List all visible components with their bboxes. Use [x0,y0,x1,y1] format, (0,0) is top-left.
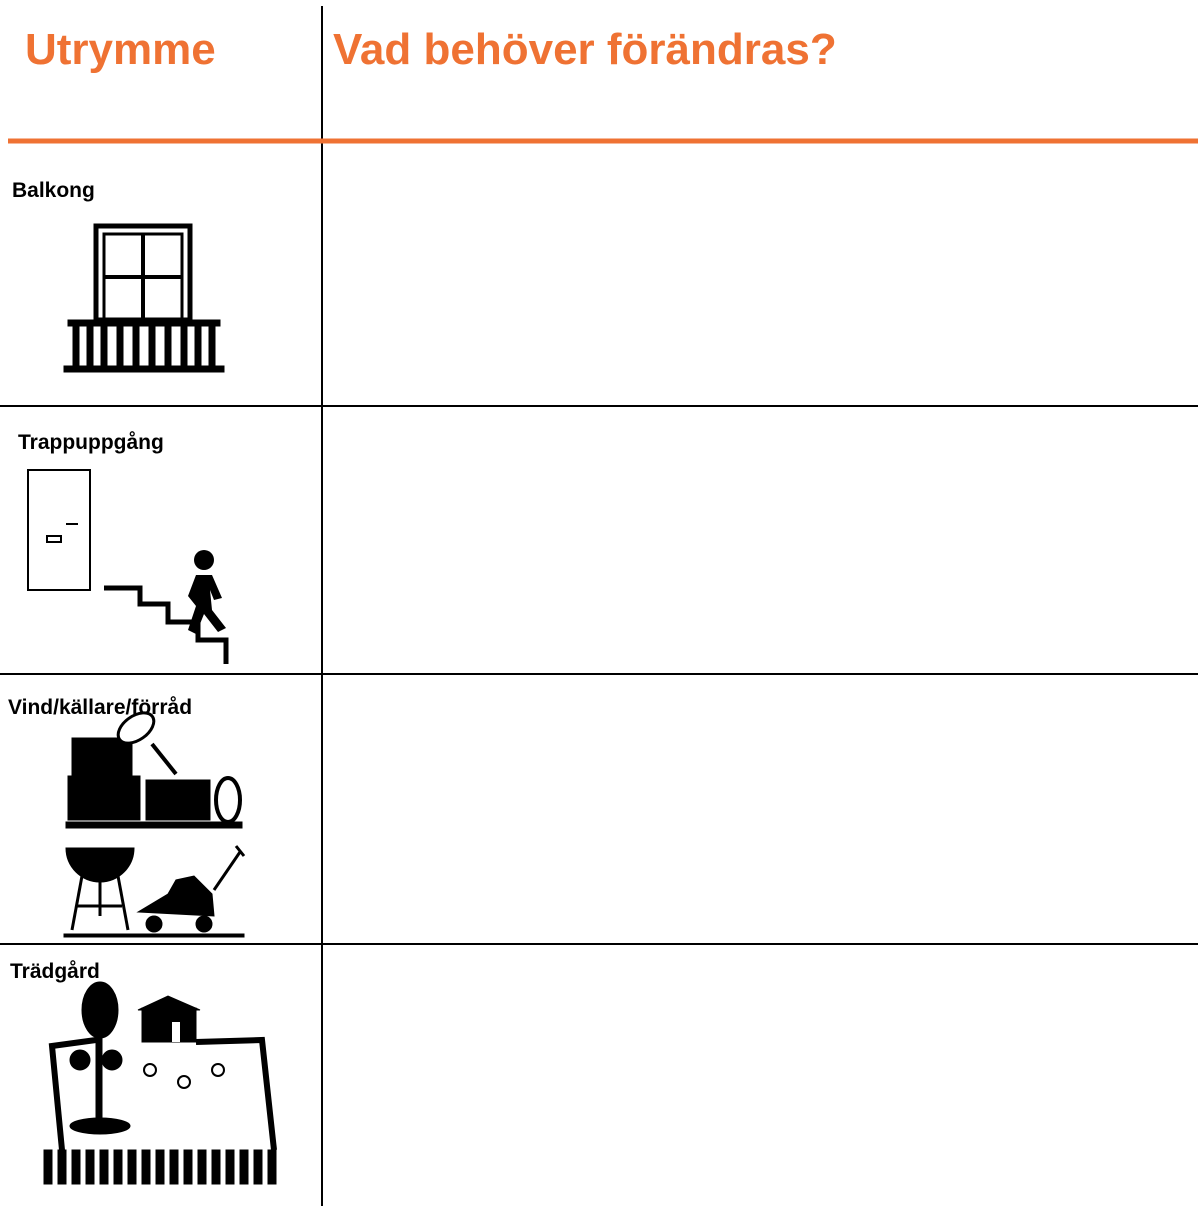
row-label: Balkong [12,179,95,202]
column-header: Vad behöver förändras? [333,25,837,74]
column-header: Utrymme [25,25,216,74]
storage-icon [63,711,246,938]
stairwell-icon [27,469,229,664]
row-label: Trädgård [10,960,100,983]
garden-icon [43,981,277,1185]
balcony-icon [63,223,225,373]
row-label: Trappuppgång [18,431,164,454]
row-label: Vind/källare/förråd [8,696,192,719]
